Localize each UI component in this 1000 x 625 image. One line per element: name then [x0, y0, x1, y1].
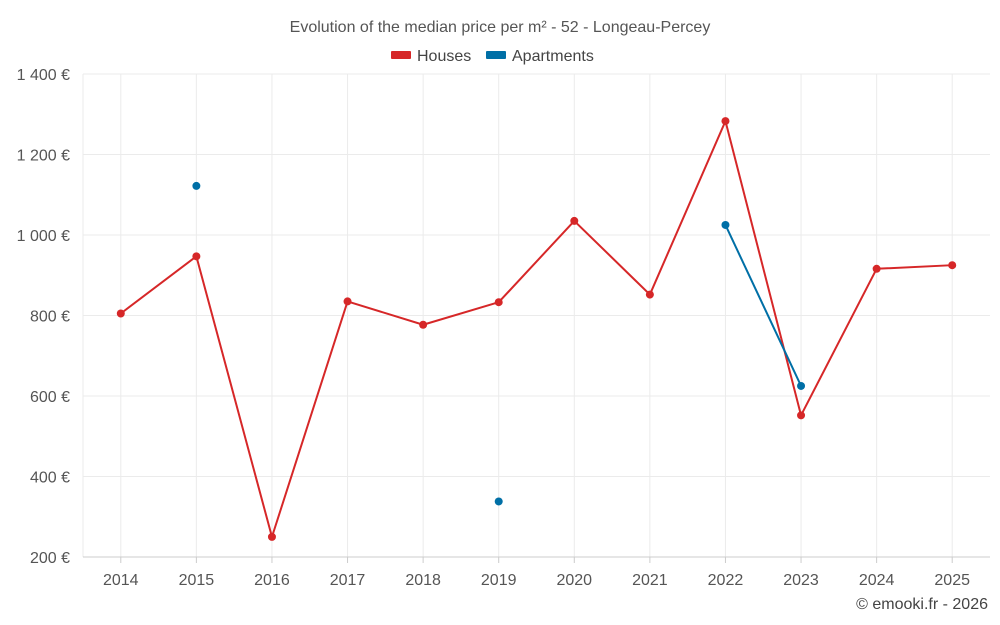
credit-text: © emooki.fr - 2026: [856, 596, 988, 613]
legend-item-houses[interactable]: Houses: [391, 48, 471, 65]
data-point-houses[interactable]: [267, 532, 276, 541]
series-line-houses: [875, 264, 954, 270]
y-tick-label: 800 €: [30, 309, 70, 326]
data-point-apartments[interactable]: [797, 381, 806, 390]
data-point-apartments[interactable]: [494, 497, 503, 506]
x-tick-label: 2019: [481, 572, 517, 589]
series-line-houses: [648, 120, 727, 296]
series-line-houses: [573, 219, 651, 296]
x-tick-label: 2021: [632, 572, 668, 589]
series-line-houses: [270, 300, 349, 538]
data-point-houses[interactable]: [192, 252, 201, 261]
axis-layer: 200 € 400 € 600 € 800 € 1 000 € 1 200 € 1 400 …: [17, 67, 990, 589]
series-layer: [116, 117, 957, 541]
legend-swatch-houses: [391, 51, 411, 59]
series-line-houses: [119, 255, 198, 315]
series-line-apartments: [724, 223, 803, 387]
legend-label-apartments: Apartments: [512, 48, 594, 65]
data-point-houses[interactable]: [721, 117, 730, 126]
legend-item-apartments[interactable]: Apartments: [486, 48, 594, 65]
x-tick-label: 2017: [330, 572, 366, 589]
y-tick-label: 1 400 €: [17, 67, 70, 84]
series-line-houses: [195, 255, 273, 538]
y-tick-label: 200 €: [30, 550, 70, 567]
series-line-houses: [800, 267, 878, 417]
legend: Houses Apartments: [391, 48, 594, 65]
x-tick-label: 2015: [179, 572, 215, 589]
data-point-houses[interactable]: [494, 298, 503, 307]
data-point-houses[interactable]: [343, 297, 352, 306]
data-point-houses[interactable]: [116, 309, 125, 318]
data-point-apartments[interactable]: [721, 220, 730, 229]
y-tick-label: 1 200 €: [17, 148, 70, 165]
x-tick-label: 2024: [859, 572, 895, 589]
data-point-apartments[interactable]: [192, 181, 201, 190]
data-point-houses[interactable]: [948, 261, 957, 270]
x-tick-label: 2025: [934, 572, 970, 589]
x-tick-label: 2016: [254, 572, 290, 589]
y-tick-label: 400 €: [30, 470, 70, 487]
series-line-houses: [422, 301, 500, 326]
series-line-houses: [346, 300, 425, 326]
data-point-houses[interactable]: [570, 216, 579, 225]
chart-title: Evolution of the median price per m² - 5…: [290, 19, 711, 36]
data-point-houses[interactable]: [797, 411, 806, 420]
x-tick-label: 2018: [405, 572, 441, 589]
x-tick-label: 2022: [708, 572, 744, 589]
data-point-houses[interactable]: [872, 264, 881, 273]
grid-layer: [83, 73, 990, 557]
x-tick-label: 2020: [556, 572, 592, 589]
x-tick-label: 2014: [103, 572, 139, 589]
series-line-houses: [497, 219, 576, 304]
data-point-houses[interactable]: [645, 290, 654, 299]
legend-label-houses: Houses: [417, 48, 471, 65]
x-tick-label: 2023: [783, 572, 819, 589]
series-line-houses: [724, 120, 803, 417]
y-tick-label: 600 €: [30, 389, 70, 406]
legend-swatch-apartments: [486, 51, 506, 59]
data-point-houses[interactable]: [419, 320, 428, 329]
y-tick-label: 1 000 €: [17, 228, 70, 245]
